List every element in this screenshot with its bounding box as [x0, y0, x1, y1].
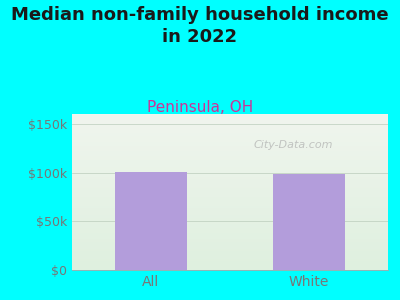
Text: Median non-family household income
in 2022: Median non-family household income in 20… [11, 6, 389, 46]
Bar [116, 172, 186, 270]
Text: Peninsula, OH: Peninsula, OH [147, 100, 253, 116]
Text: City-Data.com: City-Data.com [254, 140, 333, 150]
Bar [274, 174, 344, 270]
